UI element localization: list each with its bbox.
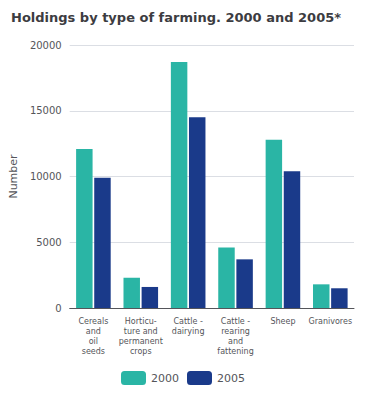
svg-text:2005: 2005	[217, 372, 245, 385]
svg-text:permanent: permanent	[119, 337, 163, 346]
svg-text:and: and	[228, 337, 243, 346]
svg-text:oil: oil	[89, 337, 98, 346]
svg-text:Number: Number	[7, 154, 20, 199]
svg-text:Cereals: Cereals	[78, 317, 108, 326]
svg-text:10000: 10000	[30, 171, 62, 182]
svg-text:5000: 5000	[36, 237, 61, 248]
svg-text:0: 0	[55, 303, 61, 314]
svg-text:Holdings by type of farming. 2: Holdings by type of farming. 2000 and 20…	[11, 10, 341, 25]
svg-text:Cattle -: Cattle -	[173, 317, 202, 326]
svg-text:dairying: dairying	[172, 327, 205, 336]
svg-text:crops: crops	[130, 347, 152, 356]
svg-text:and: and	[86, 327, 101, 336]
svg-text:20000: 20000	[30, 40, 62, 51]
svg-text:ture and: ture and	[124, 327, 158, 336]
svg-text:15000: 15000	[30, 105, 62, 116]
svg-text:Horticu-: Horticu-	[125, 317, 157, 326]
svg-text:Granivores: Granivores	[309, 317, 353, 326]
svg-text:Sheep: Sheep	[270, 317, 295, 326]
svg-text:rearing: rearing	[221, 327, 250, 336]
svg-text:fattening: fattening	[217, 347, 253, 356]
svg-text:Cattle -: Cattle -	[221, 317, 250, 326]
svg-text:2000: 2000	[151, 372, 179, 385]
svg-text:seeds: seeds	[82, 347, 105, 356]
